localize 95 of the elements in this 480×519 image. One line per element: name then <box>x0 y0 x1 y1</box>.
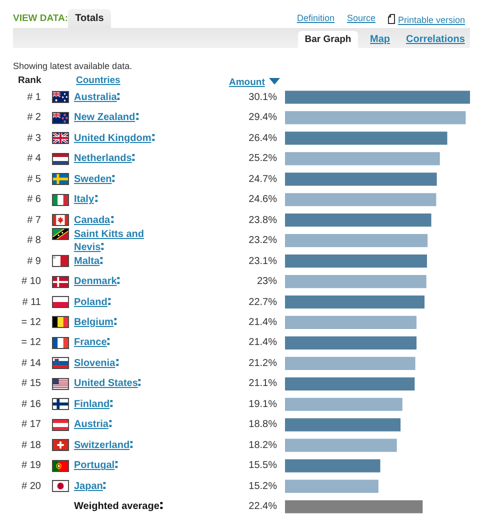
data-label: 18.2% <box>248 438 277 452</box>
y-tick-label: Poland <box>74 296 108 308</box>
y-tick-label: Austria <box>74 418 110 432</box>
y-tick-label: Canada <box>74 214 112 227</box>
data-label: 21.4% <box>248 316 277 329</box>
y-tick-label: Saint Kitts and Nevis <box>74 228 146 254</box>
y-tick-label: Australia <box>74 90 118 104</box>
data-label: 29.4% <box>248 111 277 124</box>
data-label: 23.1% <box>248 254 277 268</box>
data-label: 22.4% <box>248 500 277 514</box>
y-tick-label: United Kingdom <box>74 132 152 145</box>
data-label: 22.7% <box>248 296 277 308</box>
data-label: 19.1% <box>248 398 277 411</box>
bar <box>285 295 425 309</box>
y2-tick-label: # 2 <box>27 111 41 124</box>
y2-tick-label: # 4 <box>27 152 41 166</box>
y2-tick-label: # 7 <box>27 214 41 227</box>
y2-tick-label: # 14 <box>22 356 41 370</box>
y-tick-label: Italy <box>74 193 96 206</box>
data-label: 21.1% <box>248 377 277 390</box>
data-label: 23% <box>256 275 277 288</box>
text: Countries <box>76 74 120 86</box>
y-tick-label: New Zealand <box>74 111 136 124</box>
y-tick-label: Switzerland <box>74 438 131 452</box>
bar <box>285 193 436 206</box>
y-tick-label: Japan <box>74 480 104 493</box>
data-label: 21.4% <box>248 336 277 350</box>
bar <box>285 152 440 166</box>
data-label: 23.8% <box>248 214 277 227</box>
bar <box>285 377 415 390</box>
tab: Bar Graph <box>298 31 358 48</box>
bar <box>285 480 378 493</box>
y-tick-label: Portugal <box>74 459 116 472</box>
text: Definition <box>297 12 335 24</box>
data-label: 21.2% <box>248 356 277 370</box>
y2-tick-label: # 3 <box>27 132 41 145</box>
bar <box>285 418 401 432</box>
y-tick-label: Malta <box>74 254 101 268</box>
y2-tick-label: # 5 <box>27 172 41 186</box>
y-tick-label: Finland <box>74 398 111 411</box>
y-tick-label: Denmark <box>74 275 118 288</box>
tab: Totals <box>68 9 111 28</box>
y2-tick-label: # 8 <box>27 234 41 248</box>
y-tick-label: Slovenia <box>74 356 116 370</box>
x-axis-title: Amount <box>229 76 265 88</box>
y2-tick-label: # 11 <box>22 296 41 308</box>
data-label: 24.7% <box>248 172 277 186</box>
bar <box>285 254 427 268</box>
data-label: 18.8% <box>248 418 277 432</box>
y2-tick-label: # 19 <box>22 459 41 472</box>
data-label: 15.2% <box>248 480 277 493</box>
bar <box>285 90 470 104</box>
y2-tick-label: # 16 <box>22 398 41 411</box>
bar <box>285 172 437 186</box>
data-label: 15.5% <box>248 459 277 472</box>
y-tick-label: Netherlands <box>74 152 133 166</box>
y2-tick-label: # 15 <box>22 377 41 390</box>
text: Map <box>370 32 390 46</box>
bar <box>285 336 417 350</box>
text: Correlations <box>406 32 465 46</box>
data-label: 30.1% <box>248 90 277 104</box>
y2-tick-label: # 6 <box>27 193 41 206</box>
y2-tick-label: = 12 <box>21 336 41 350</box>
data-label: 24.6% <box>248 193 277 206</box>
text: Printable version <box>398 14 466 24</box>
y2-tick-label: # 17 <box>22 418 41 432</box>
text: Source <box>347 12 376 24</box>
y-tick-label: Belgium <box>74 316 114 329</box>
text: VIEW DATA: <box>13 12 68 24</box>
bar <box>285 274 426 288</box>
y2-tick-label: # 1 <box>27 90 41 104</box>
y-tick-label: France <box>74 336 108 350</box>
bar <box>285 500 423 514</box>
y2-tick-label: = 12 <box>21 316 41 329</box>
y-tick-label: United States <box>74 377 139 390</box>
bar <box>285 234 428 248</box>
y2-tick-label: # 9 <box>27 254 41 268</box>
y2-tick-label: # 20 <box>22 480 41 493</box>
bar <box>285 214 432 227</box>
text: Rank <box>18 74 42 86</box>
bar <box>285 356 416 370</box>
y-tick-label: Weighted average <box>74 500 160 514</box>
bar <box>285 316 417 330</box>
bar <box>285 111 466 124</box>
data-label: 23.2% <box>248 234 277 248</box>
y-tick-label: Sweden <box>74 172 113 186</box>
y2-tick-label: # 10 <box>22 275 41 288</box>
text: Showing latest available data. <box>13 60 132 72</box>
data-label: 26.4% <box>248 132 277 145</box>
y2-tick-label: # 18 <box>22 438 41 452</box>
bar <box>285 398 402 411</box>
bar <box>285 459 380 472</box>
bar <box>285 132 448 145</box>
data-label: 25.2% <box>248 152 277 166</box>
bar <box>285 438 397 452</box>
